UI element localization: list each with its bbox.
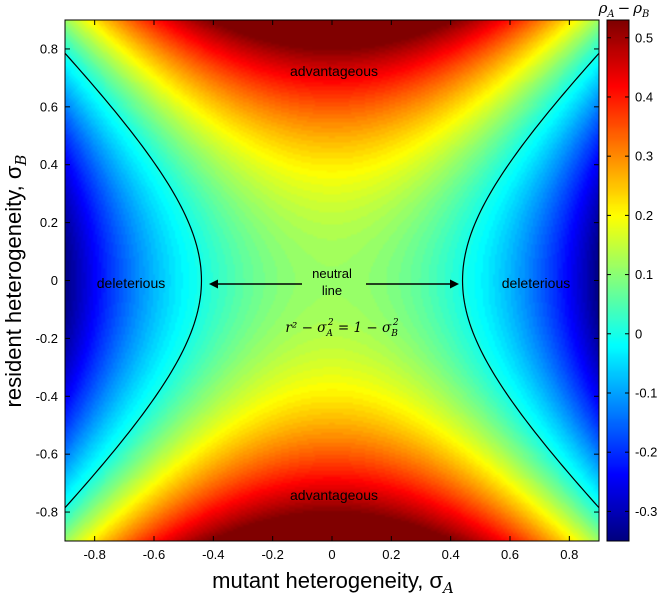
x-tick-label: -0.6 (143, 547, 165, 562)
y-tick-label: 0.4 (40, 157, 58, 172)
plot-area (65, 20, 599, 541)
colorbar: 0.5 0.4 0.3 0.2 0.1 0 -0.1 -0.2 -0.3 ρA − ρB (598, 0, 657, 542)
y-tick-label: 0 (51, 273, 58, 288)
x-tick-label: -0.2 (261, 547, 283, 562)
colorbar-tick-label: 0.3 (635, 149, 653, 164)
x-tick-label: 0.4 (442, 547, 460, 562)
colorbar-tick-label: 0.4 (635, 89, 653, 104)
colorbar-tick-label: 0.5 (635, 30, 653, 45)
neutral-line-equation: r² − σA2 = 1 − σB2 (285, 318, 398, 339)
colorbar-tick-label: -0.1 (635, 385, 657, 400)
x-axis-label: mutant heterogeneity, σA (212, 568, 454, 597)
neutral-arrow-right (366, 279, 459, 289)
colorbar-tick-label: 0.1 (635, 267, 653, 282)
y-tick-label: 0.8 (40, 41, 58, 56)
neutral-arrow-left (209, 279, 302, 289)
colorbar-label: ρA − ρB (598, 0, 650, 20)
y-tick-label: -0.8 (36, 505, 58, 520)
x-tick-label: 0.2 (382, 547, 400, 562)
y-tick-label: 0.2 (40, 215, 58, 230)
label-deleterious-left: deleterious (97, 275, 166, 291)
label-advantageous-bottom: advantageous (290, 487, 378, 503)
colorbar-gradient (607, 20, 629, 541)
label-advantageous-top: advantageous (290, 63, 378, 79)
y-tick-label: -0.6 (36, 447, 58, 462)
x-tick-label: 0.8 (560, 547, 578, 562)
x-axis: -0.8 -0.6 -0.4 -0.2 0 0.2 0.4 0.6 0.8 (83, 20, 578, 562)
neutral-curve-right (461, 52, 599, 509)
y-tick-label: -0.2 (36, 331, 58, 346)
label-deleterious-right: deleterious (502, 275, 571, 291)
label-neutral-line: line (322, 283, 342, 298)
x-tick-label: 0.6 (501, 547, 519, 562)
colorbar-ticks: 0.5 0.4 0.3 0.2 0.1 0 -0.1 -0.2 -0.3 (607, 30, 657, 519)
colorbar-tick-label: -0.2 (635, 445, 657, 460)
label-neutral: neutral (312, 266, 352, 281)
x-tick-label: -0.4 (202, 547, 224, 562)
neutral-curve-left (65, 52, 203, 509)
x-tick-label: 0 (328, 547, 335, 562)
colorbar-tick-label: 0.2 (635, 208, 653, 223)
y-tick-label: -0.4 (36, 389, 58, 404)
colorbar-tick-label: -0.3 (635, 504, 657, 519)
colorbar-tick-label: 0 (635, 326, 642, 341)
heatmap-surface (65, 20, 599, 541)
y-axis: 0.8 0.6 0.4 0.2 0 -0.2 -0.4 -0.6 -0.8 (36, 41, 599, 520)
y-axis-label: resident heterogeneity, σB (1, 155, 30, 408)
colorbar-frame (606, 19, 630, 542)
x-tick-label: -0.8 (83, 547, 105, 562)
y-tick-label: 0.6 (40, 99, 58, 114)
